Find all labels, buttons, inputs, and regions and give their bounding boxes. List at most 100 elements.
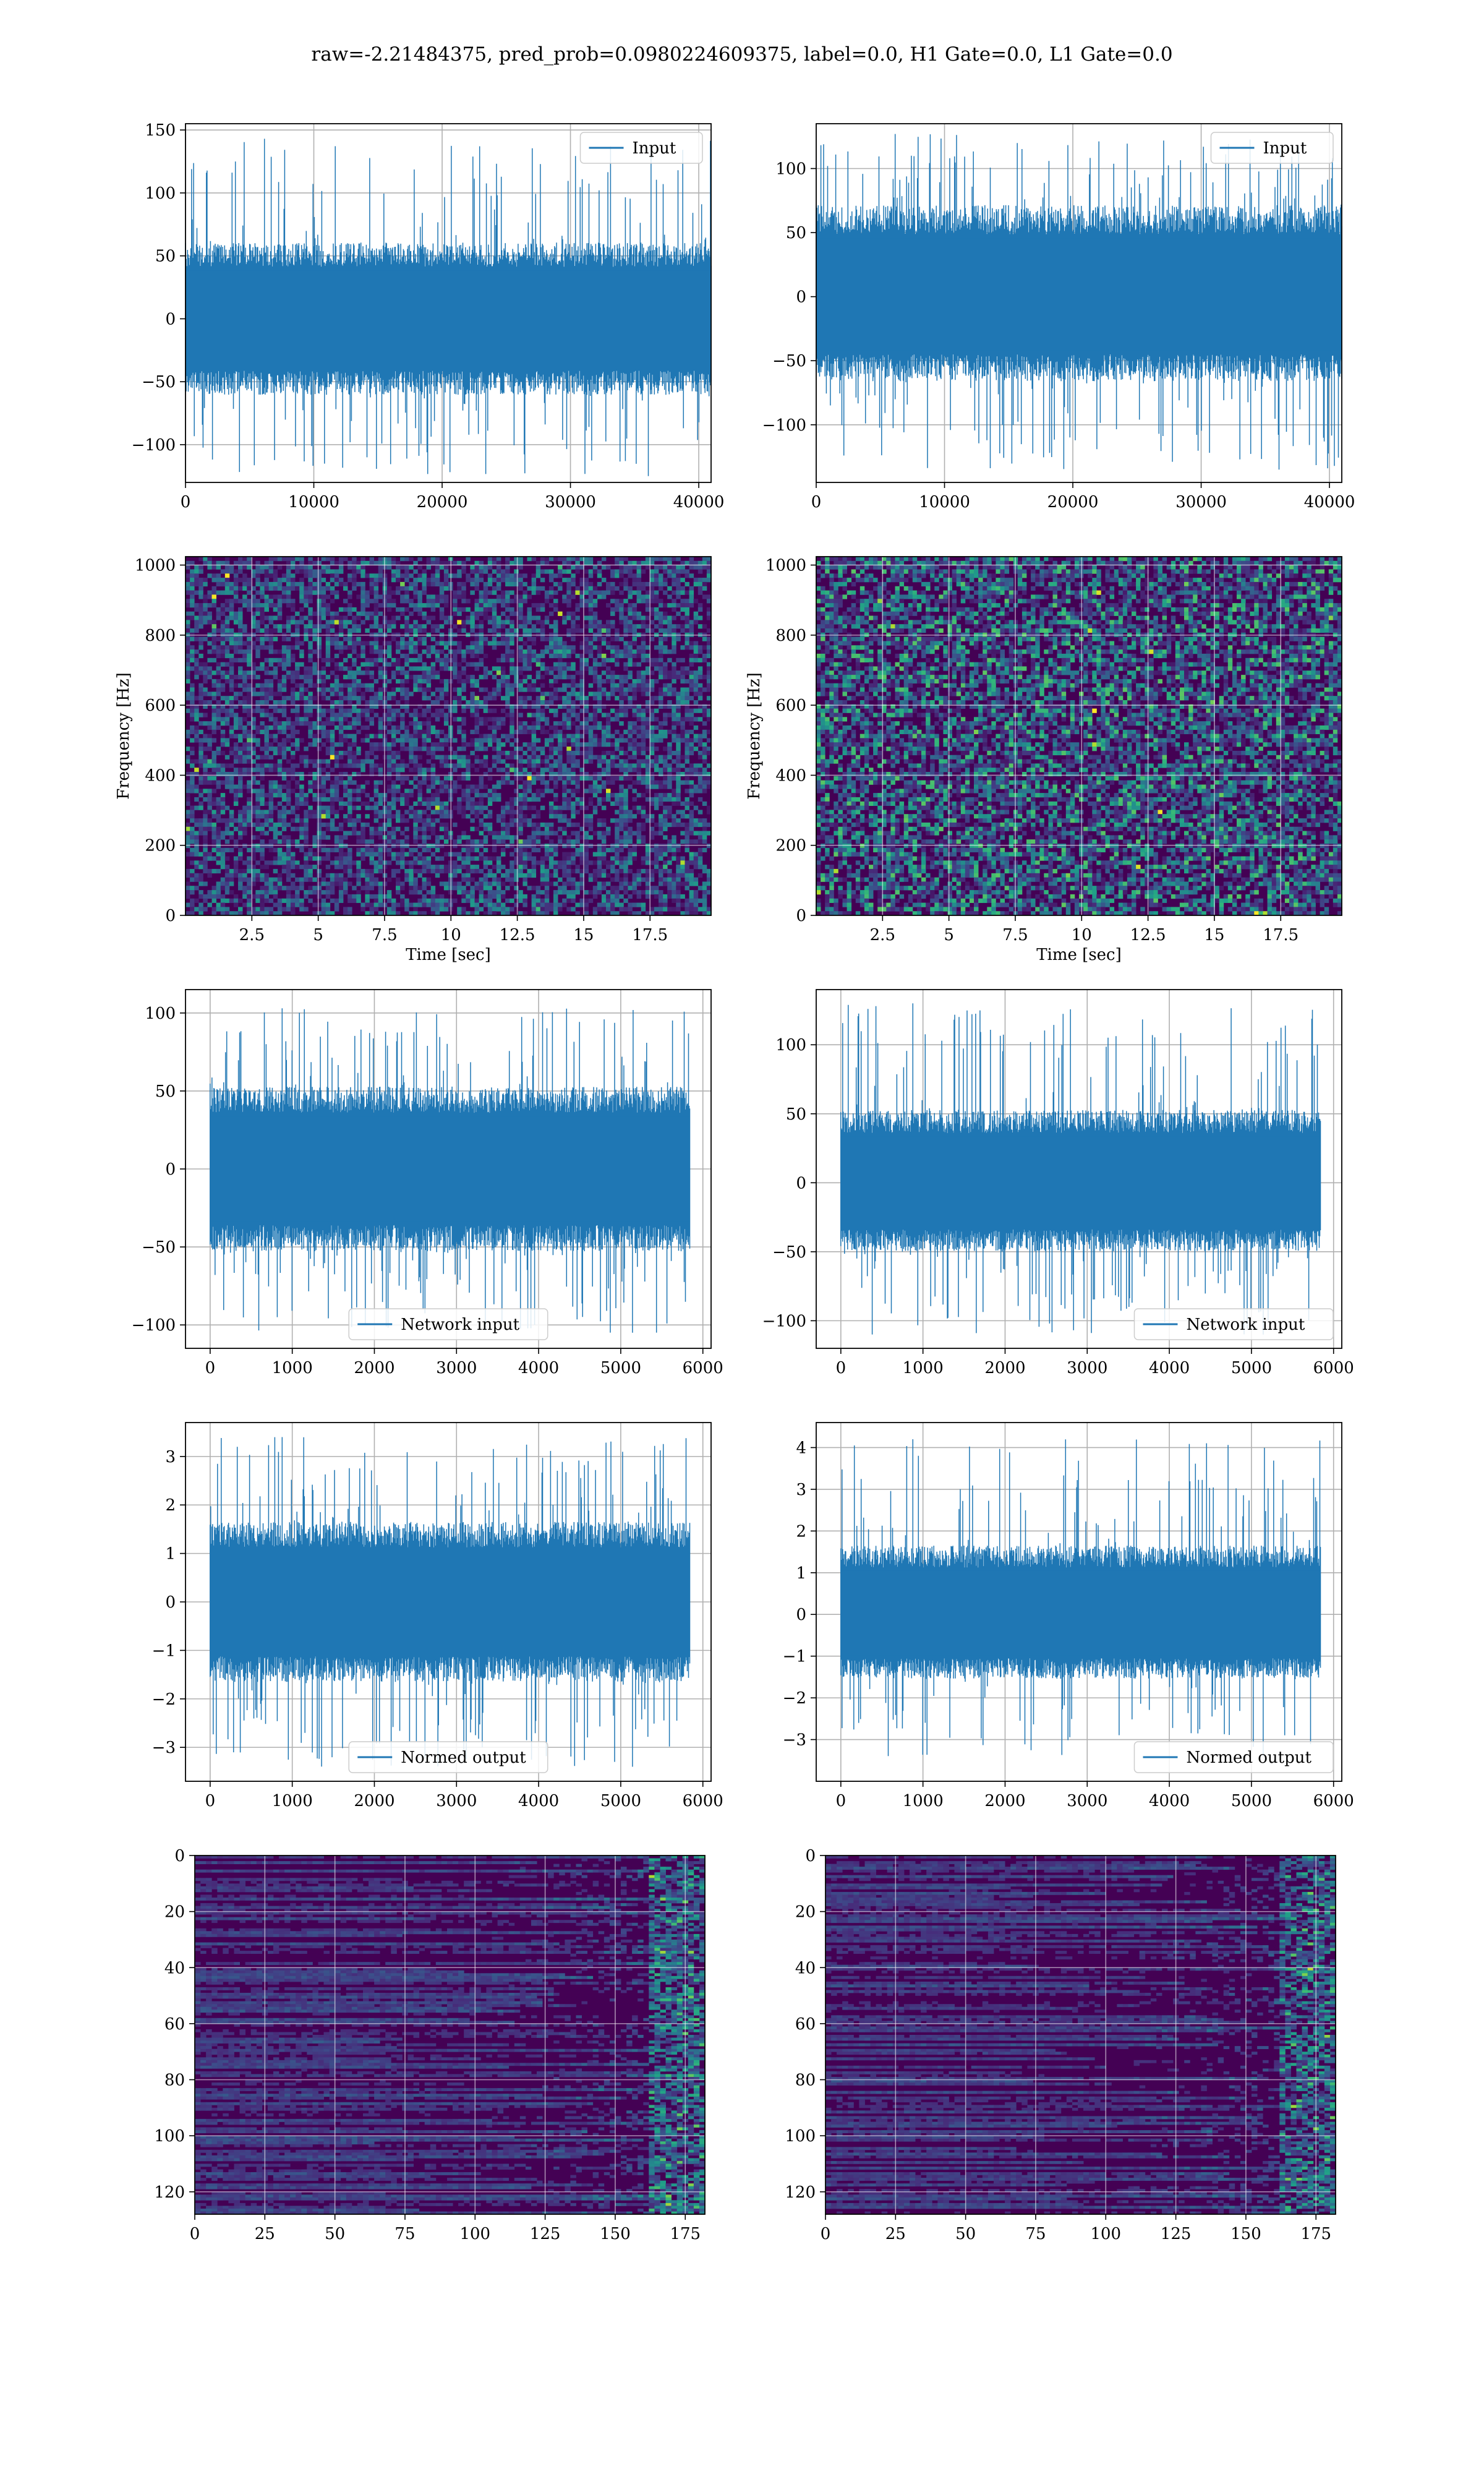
heatmap-cell <box>282 679 286 683</box>
heatmap-cell <box>225 557 229 561</box>
heatmap-cell <box>273 624 278 628</box>
heatmap-cell <box>291 670 295 675</box>
heatmap-cell <box>221 886 225 890</box>
heatmap-cell <box>260 747 264 751</box>
heatmap-cell <box>286 890 291 894</box>
heatmap-cell <box>304 823 308 827</box>
heatmap-cell <box>312 570 317 574</box>
heatmap-cell <box>308 645 312 649</box>
heatmap-cell <box>190 848 194 852</box>
heatmap-cell <box>194 591 198 595</box>
heatmap-cell <box>260 890 264 894</box>
heatmap-cell <box>273 721 278 726</box>
heatmap-cell <box>229 899 234 903</box>
heatmap-cell <box>317 620 322 624</box>
heatmap-cell <box>299 688 304 692</box>
heatmap-cell <box>286 670 291 675</box>
heatmap-cell <box>238 760 242 764</box>
heatmap-cell <box>203 670 207 675</box>
heatmap-cell <box>198 793 203 797</box>
heatmap-cell <box>234 570 238 574</box>
heatmap-cell <box>265 599 269 603</box>
heatmap-cell <box>229 747 234 751</box>
heatmap-cell <box>225 578 229 582</box>
heatmap-cell <box>304 869 308 873</box>
heatmap-cell <box>225 881 229 886</box>
heatmap-cell <box>207 670 211 675</box>
heatmap-cell <box>260 586 264 591</box>
heatmap-cell <box>225 823 229 827</box>
heatmap-cell <box>247 738 251 742</box>
heatmap-cell <box>260 848 264 852</box>
heatmap-cell <box>242 869 247 873</box>
heatmap-cell <box>265 742 269 747</box>
heatmap-cell <box>299 738 304 742</box>
heatmap-cell <box>198 565 203 570</box>
heatmap-cell <box>286 628 291 633</box>
heatmap-cell <box>308 679 312 683</box>
heatmap-cell <box>278 768 282 772</box>
heatmap-cell <box>304 679 308 683</box>
heatmap-cell <box>260 565 264 570</box>
heatmap-cell <box>212 717 216 721</box>
heatmap-cell <box>212 713 216 717</box>
heatmap-cell <box>238 793 242 797</box>
heatmap-cell <box>234 696 238 700</box>
heatmap-cell <box>299 881 304 886</box>
heatmap-cell <box>265 865 269 869</box>
y-tick-label: 50 <box>155 247 176 266</box>
heatmap-cell <box>198 691 203 696</box>
heatmap-cell <box>225 586 229 591</box>
heatmap-cell <box>278 691 282 696</box>
heatmap-cell <box>291 755 295 760</box>
heatmap-cell <box>242 628 247 633</box>
heatmap-cell <box>286 894 291 899</box>
heatmap-cell <box>265 709 269 713</box>
heatmap-cell <box>186 612 190 616</box>
heatmap-cell <box>229 781 234 785</box>
heatmap-cell <box>207 649 211 654</box>
heatmap-cell <box>282 835 286 839</box>
heatmap-cell <box>229 700 234 704</box>
heatmap-cell <box>194 730 198 734</box>
heatmap-cell <box>207 620 211 624</box>
heatmap-cell <box>216 713 221 717</box>
heatmap-cell <box>260 709 264 713</box>
heatmap-cell <box>269 747 273 751</box>
heatmap-cell <box>207 691 211 696</box>
heatmap-cell <box>299 835 304 839</box>
heatmap-cell <box>242 679 247 683</box>
heatmap-cell <box>234 734 238 738</box>
heatmap-cell <box>229 818 234 823</box>
heatmap-cell <box>207 594 211 599</box>
heatmap-cell <box>242 747 247 751</box>
heatmap-cell <box>295 709 299 713</box>
heatmap-cell <box>229 810 234 814</box>
heatmap-cell <box>238 624 242 628</box>
heatmap-cell <box>282 654 286 658</box>
heatmap-cell <box>225 742 229 747</box>
heatmap-cell <box>308 713 312 717</box>
heatmap-cell <box>207 641 211 646</box>
heatmap-cell <box>269 768 273 772</box>
heatmap-cell <box>255 649 260 654</box>
heatmap-cell <box>212 848 216 852</box>
heatmap-cell <box>308 781 312 785</box>
heatmap-cell <box>312 839 317 844</box>
heatmap-cell <box>234 573 238 578</box>
heatmap-cell <box>308 865 312 869</box>
heatmap-cell <box>260 582 264 586</box>
heatmap-cell <box>186 573 190 578</box>
heatmap-cell <box>304 670 308 675</box>
heatmap-cell <box>225 620 229 624</box>
heatmap-cell <box>269 649 273 654</box>
heatmap-cell <box>238 557 242 561</box>
heatmap-cell <box>221 848 225 852</box>
heatmap-cell <box>308 624 312 628</box>
heatmap-cell <box>286 565 291 570</box>
heatmap-cell <box>207 810 211 814</box>
heatmap-cell <box>282 730 286 734</box>
heatmap-cell <box>295 666 299 670</box>
heatmap-cell <box>194 823 198 827</box>
heatmap-cell <box>234 645 238 649</box>
